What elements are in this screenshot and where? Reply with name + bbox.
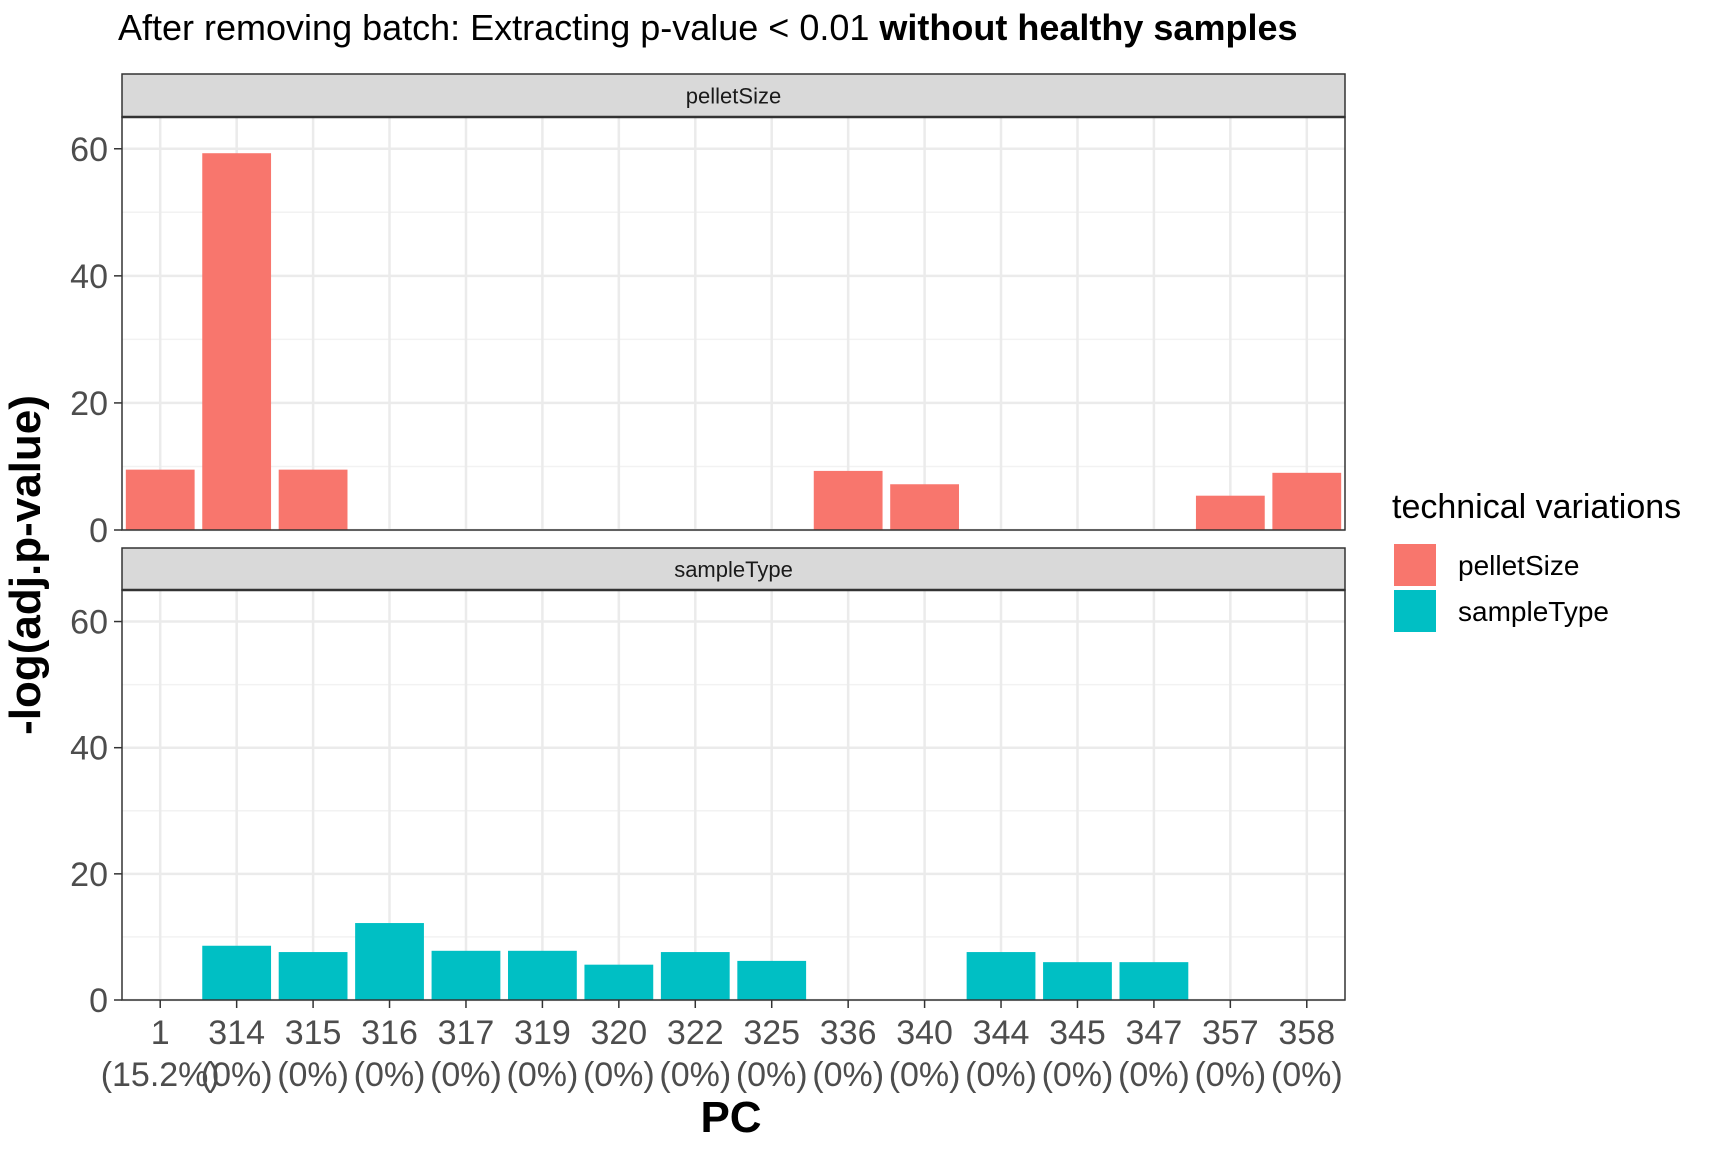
x-tick-sublabel: (0%) bbox=[354, 1056, 426, 1094]
bar-sampleType-325 bbox=[737, 960, 807, 1000]
x-axis-title: PC bbox=[700, 1093, 761, 1142]
y-axis-title: -log(adj.p-value) bbox=[1, 395, 50, 735]
bar-pelletSize-1 bbox=[125, 469, 195, 530]
chart-title-bold: without healthy samples bbox=[878, 7, 1297, 48]
x-tick-label: 314 bbox=[208, 1014, 265, 1052]
bar-pelletSize-336 bbox=[813, 470, 883, 530]
y-tick-label: 60 bbox=[70, 131, 108, 169]
x-tick-label: 347 bbox=[1126, 1014, 1183, 1052]
x-tick-label: 317 bbox=[438, 1014, 495, 1052]
chart-title-main: After removing batch: Extracting p-value… bbox=[118, 7, 879, 48]
bar-sampleType-322 bbox=[660, 952, 730, 1000]
legend-label-sampleType: sampleType bbox=[1458, 596, 1609, 627]
panel-sampleType: sampleType 0 20 40 60 bbox=[70, 547, 1346, 1020]
bar-pelletSize-357 bbox=[1195, 495, 1265, 530]
bar-sampleType-316 bbox=[355, 923, 424, 1000]
bar-sampleType-347 bbox=[1119, 962, 1189, 1000]
x-tick-label: 336 bbox=[820, 1014, 877, 1052]
legend-key-sampleType bbox=[1394, 590, 1436, 632]
y-tick-label: 40 bbox=[70, 258, 108, 296]
facet-strip-label: sampleType bbox=[674, 557, 793, 582]
legend-key-pelletSize bbox=[1394, 544, 1436, 586]
bar-sampleType-315 bbox=[278, 952, 348, 1000]
panel-background bbox=[122, 590, 1345, 1000]
bar-sampleType-344 bbox=[966, 952, 1036, 1000]
x-tick-label: 315 bbox=[285, 1014, 342, 1052]
x-tick-sublabel: (0%) bbox=[277, 1056, 349, 1094]
x-tick-label: 320 bbox=[590, 1014, 647, 1052]
y-tick-label: 20 bbox=[70, 856, 108, 894]
x-tick-label: 345 bbox=[1049, 1014, 1106, 1052]
panel-background bbox=[122, 117, 1345, 530]
x-tick-sublabel: (0%) bbox=[1042, 1056, 1114, 1094]
x-tick-sublabel: (0%) bbox=[430, 1056, 502, 1094]
facet-strip-label: pelletSize bbox=[686, 84, 781, 109]
bar-pelletSize-315 bbox=[278, 469, 348, 530]
chart-title: After removing batch: Extracting p-value… bbox=[118, 7, 1297, 48]
x-tick-sublabel: (0%) bbox=[1271, 1056, 1343, 1094]
bar-pelletSize-358 bbox=[1272, 472, 1342, 530]
x-tick-label: 316 bbox=[361, 1014, 418, 1052]
x-tick-sublabel: (0%) bbox=[812, 1056, 884, 1094]
x-tick-sublabel: (0%) bbox=[201, 1056, 273, 1094]
bar-sampleType-314 bbox=[202, 945, 272, 1000]
legend-title: technical variations bbox=[1392, 488, 1681, 526]
y-tick-label: 20 bbox=[70, 385, 108, 423]
facet-strip bbox=[121, 73, 1346, 118]
x-tick-sublabel: (0%) bbox=[583, 1056, 655, 1094]
x-tick-label: 1 bbox=[151, 1014, 170, 1052]
x-tick-label: 358 bbox=[1278, 1014, 1335, 1052]
x-tick-label: 357 bbox=[1202, 1014, 1259, 1052]
bar-pelletSize-340 bbox=[890, 484, 959, 530]
x-tick-sublabel: (0%) bbox=[659, 1056, 731, 1094]
x-tick-sublabel: (0%) bbox=[736, 1056, 808, 1094]
bar-sampleType-320 bbox=[584, 964, 654, 1000]
x-tick-label: 322 bbox=[667, 1014, 724, 1052]
y-tick-label: 0 bbox=[89, 512, 108, 550]
panel-pelletSize: pelletSize 0 20 40 60 bbox=[70, 73, 1346, 550]
x-tick-sublabel: (0%) bbox=[965, 1056, 1037, 1094]
x-tick-label: 325 bbox=[743, 1014, 800, 1052]
x-tick-label: 319 bbox=[514, 1014, 571, 1052]
y-tick-label: 40 bbox=[70, 730, 108, 768]
x-tick-label: 344 bbox=[973, 1014, 1030, 1052]
x-tick-sublabel: (0%) bbox=[889, 1056, 961, 1094]
bar-pelletSize-314 bbox=[202, 153, 272, 530]
facet-strip bbox=[121, 547, 1346, 591]
x-tick-sublabel: (15.2%) bbox=[101, 1056, 220, 1094]
bar-sampleType-319 bbox=[508, 950, 577, 1000]
x-tick-sublabel: (0%) bbox=[1118, 1056, 1190, 1094]
legend: technical variations pelletSize sampleType bbox=[1392, 488, 1681, 632]
bar-sampleType-317 bbox=[431, 950, 501, 1000]
y-tick-label: 60 bbox=[70, 604, 108, 642]
x-tick-sublabel: (0%) bbox=[1194, 1056, 1266, 1094]
y-tick-label: 0 bbox=[89, 982, 108, 1020]
x-tick-sublabel: (0%) bbox=[507, 1056, 579, 1094]
legend-label-pelletSize: pelletSize bbox=[1458, 550, 1579, 581]
bar-sampleType-345 bbox=[1043, 962, 1112, 1000]
x-tick-label: 340 bbox=[896, 1014, 953, 1052]
